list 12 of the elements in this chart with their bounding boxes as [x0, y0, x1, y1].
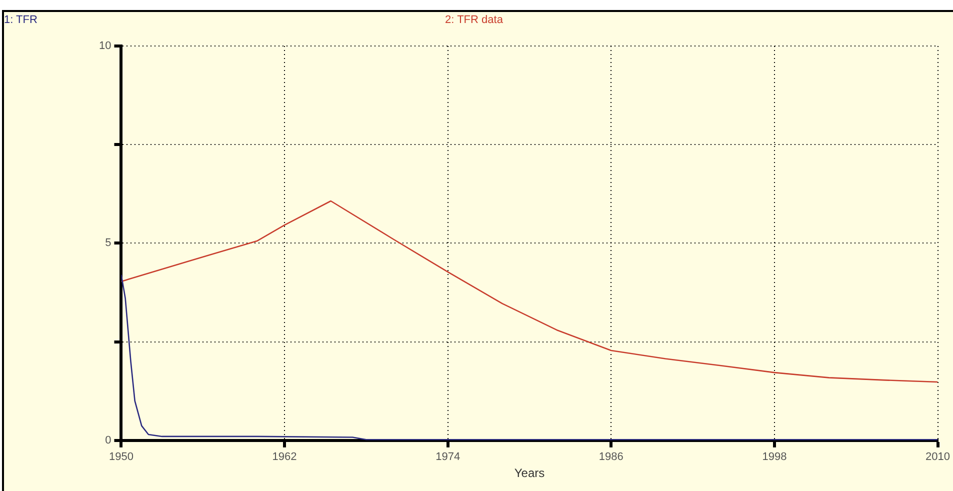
text: 1: TFR — [4, 14, 38, 26]
y-tick-label: 10 — [98, 40, 112, 52]
x-tick-label: 1998 — [762, 451, 787, 464]
x-tick-label: 1986 — [598, 451, 624, 464]
x-axis-title: Years — [514, 466, 545, 480]
x-tick-label: 1950 — [108, 451, 134, 464]
x-tick-label: 2010 — [926, 451, 950, 464]
x-tick-label: 1962 — [272, 451, 297, 464]
y-tick-label: 5 — [105, 237, 112, 250]
y-tick-label: 0 — [105, 434, 112, 446]
x-tick-label: 1974 — [436, 451, 460, 464]
text: 2: TFR data — [445, 14, 503, 26]
